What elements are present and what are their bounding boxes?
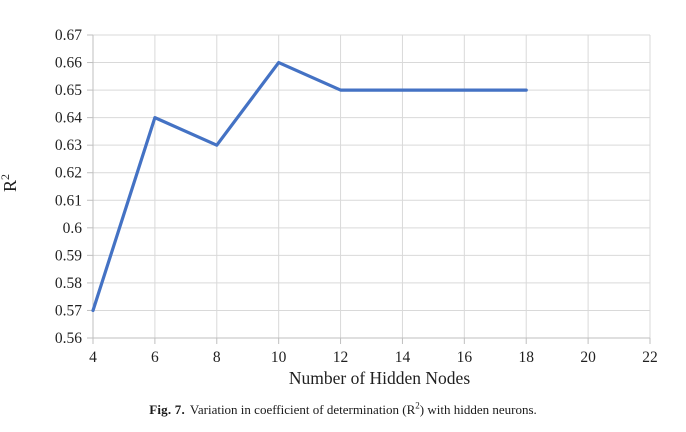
y-tick-label: 0.58 bbox=[55, 275, 82, 292]
caption-text: Variation in coefficient of determinatio… bbox=[189, 402, 416, 417]
y-tick-label: 0.62 bbox=[55, 165, 82, 182]
line-chart: 0.67 0.66 0.65 0.64 0.63 0.62 0.61 0.6 0.59 0.58 0… bbox=[0, 27, 658, 388]
y-tick-label: 0.67 bbox=[55, 27, 82, 44]
caption-text-end: ) with hidden neurons. bbox=[419, 402, 537, 417]
y-axis-title: R2 bbox=[0, 174, 20, 192]
y-tick-label: 0.66 bbox=[55, 55, 82, 72]
caption-label: Fig. 7. bbox=[149, 402, 185, 417]
x-tick-label: 14 bbox=[395, 349, 411, 366]
data-line bbox=[91, 60, 528, 313]
x-tick-label: 6 bbox=[151, 349, 159, 366]
x-tick-label: 22 bbox=[642, 349, 658, 366]
figure-caption: Fig. 7. Variation in coefficient of deter… bbox=[0, 400, 686, 418]
caption-superscript: 2 bbox=[415, 400, 420, 411]
y-tick-label: 0.65 bbox=[55, 82, 82, 99]
y-tick-label: 0.6 bbox=[63, 220, 83, 237]
x-tick-label: 18 bbox=[518, 349, 534, 366]
y-tick-label: 0.61 bbox=[55, 192, 82, 209]
x-axis-title: Number of Hidden Nodes bbox=[289, 368, 470, 388]
x-tick-label: 12 bbox=[333, 349, 349, 366]
x-tick-label: 16 bbox=[457, 349, 473, 366]
x-tick-label: 4 bbox=[89, 349, 97, 366]
y-tick-label: 0.59 bbox=[55, 247, 82, 264]
y-tick-label: 0.64 bbox=[55, 110, 82, 127]
y-tick-label: 0.57 bbox=[55, 302, 82, 319]
y-tick-label: 0.63 bbox=[55, 137, 82, 154]
x-tick-label: 8 bbox=[213, 349, 221, 366]
y-tick-label: 0.56 bbox=[55, 330, 82, 347]
x-tick-label: 10 bbox=[271, 349, 287, 366]
x-tick-label: 20 bbox=[580, 349, 596, 366]
